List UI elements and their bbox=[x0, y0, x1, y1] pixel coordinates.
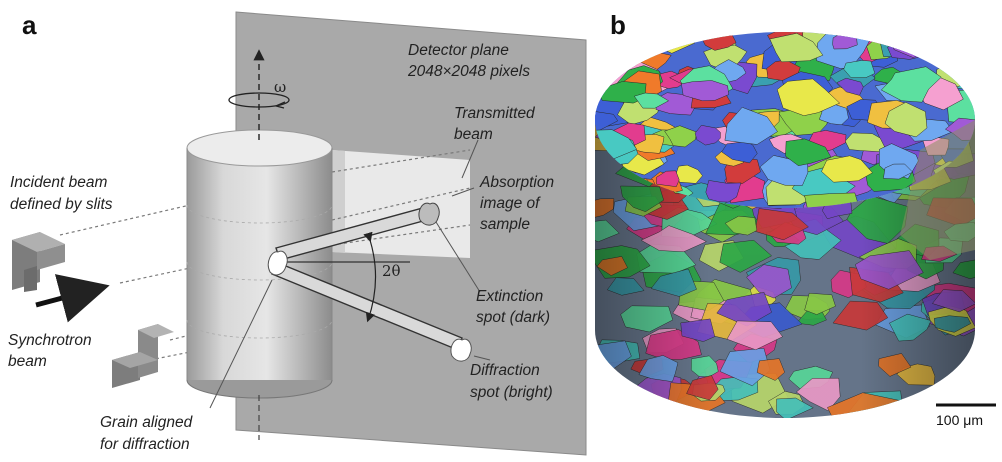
grain-top bbox=[818, 104, 849, 126]
grain-map-notch bbox=[900, 120, 975, 260]
two-theta-arc bbox=[363, 231, 377, 323]
grain-top bbox=[724, 107, 778, 145]
grain-top bbox=[675, 164, 703, 184]
grain-top bbox=[656, 170, 680, 187]
synchrotron-beam-arrow bbox=[35, 274, 110, 323]
grain-top bbox=[694, 125, 721, 146]
grain-side bbox=[638, 398, 675, 418]
grain-top bbox=[843, 60, 876, 78]
grain-top bbox=[821, 155, 873, 183]
grain-top bbox=[721, 141, 758, 164]
extinction-spot-label-2: spot (dark) bbox=[476, 309, 550, 326]
diffraction-spot-label: Diffraction bbox=[470, 362, 540, 379]
omega-rotation-ellipse bbox=[228, 92, 290, 108]
extinction-spot bbox=[418, 202, 440, 226]
grain-top bbox=[887, 42, 927, 60]
two-theta-label: 2θ bbox=[382, 262, 401, 280]
grain-aligned-label-2: for diffraction bbox=[100, 436, 190, 453]
grain-aligned bbox=[267, 250, 288, 276]
grain-top bbox=[883, 163, 914, 180]
grain-top bbox=[618, 32, 666, 55]
panel-a-letter: a bbox=[22, 10, 37, 40]
grain-top bbox=[832, 32, 858, 50]
extinction-spot-label: Extinction bbox=[476, 288, 543, 305]
omega-arrowhead bbox=[274, 101, 286, 109]
omega-label: ω bbox=[274, 78, 286, 96]
lower-slit bbox=[112, 324, 174, 388]
transmitted-beam-label: Transmitted bbox=[454, 105, 536, 122]
scale-bar-label: 100 μm bbox=[936, 412, 983, 428]
grain-side bbox=[595, 389, 626, 411]
grain-top bbox=[930, 38, 975, 65]
synchrotron-beam-label: Synchrotron bbox=[8, 332, 92, 349]
panel-a: a bbox=[8, 10, 587, 456]
detector-pixels-label: 2048×2048 pixels bbox=[407, 63, 530, 80]
grain-top bbox=[880, 66, 942, 103]
grain-top bbox=[769, 33, 824, 63]
grain-top bbox=[633, 92, 670, 109]
diffraction-spot bbox=[450, 338, 472, 362]
grain-top bbox=[776, 78, 841, 116]
diffraction-spot-label-2: spot (bright) bbox=[470, 384, 553, 401]
detector-plane-label: Detector plane bbox=[408, 42, 509, 59]
grain-side bbox=[880, 399, 939, 418]
leader-lines bbox=[209, 139, 491, 409]
incident-beam-label: Incident beam bbox=[10, 174, 107, 191]
sample-cylinder bbox=[186, 129, 333, 399]
grain-top bbox=[785, 138, 832, 166]
absorption-label: Absorption bbox=[479, 174, 554, 191]
grain-top bbox=[836, 77, 864, 96]
transmitted-beam-label-2: beam bbox=[454, 126, 493, 143]
grain-top bbox=[956, 42, 975, 74]
window-inner-edge bbox=[332, 150, 345, 253]
absorption-label-3: sample bbox=[480, 216, 530, 233]
upper-slit bbox=[12, 232, 65, 292]
grain-top bbox=[884, 102, 928, 138]
grain-map-side-shading bbox=[595, 120, 975, 418]
grain-top bbox=[681, 80, 729, 102]
grain-top bbox=[705, 180, 742, 203]
grain-top bbox=[946, 32, 975, 56]
panel-b: b 100 μm bbox=[595, 10, 996, 428]
grain-aligned-label: Grain aligned bbox=[100, 414, 194, 431]
panel-b-letter: b bbox=[610, 10, 626, 40]
grain-top bbox=[664, 125, 697, 148]
synchrotron-beam-label-2: beam bbox=[8, 353, 47, 370]
incident-beam-label-2: defined by slits bbox=[10, 196, 113, 213]
absorption-label-2: image of bbox=[480, 195, 541, 212]
